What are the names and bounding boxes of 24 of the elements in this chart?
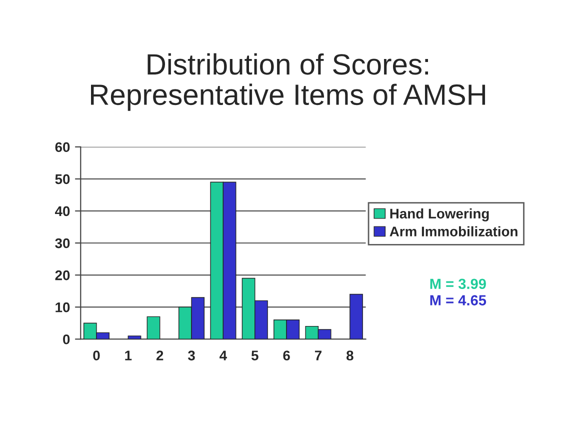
- bar: [128, 336, 142, 340]
- bar: [350, 294, 363, 340]
- y-tick-label: 40: [54, 206, 70, 216]
- x-tick-label: 6: [283, 350, 290, 360]
- y-tick-label: 60: [55, 142, 70, 152]
- legend-label: Arm Immobilization: [390, 226, 518, 236]
- legend-label: Hand Lowering: [390, 208, 489, 222]
- chart-title: Distribution of Scores: Representative Items of AMSH: [91, 53, 486, 111]
- bar: [146, 316, 160, 340]
- x-tick-label: 4: [220, 350, 227, 360]
- y-tick-label: 50: [55, 174, 70, 184]
- x-tick-label: 7: [314, 350, 322, 360]
- x-tick-label: 8: [346, 350, 354, 360]
- x-tick-label: 5: [251, 350, 258, 360]
- y-tick-label: 10: [56, 302, 70, 312]
- x-tick-label: 2: [156, 350, 164, 360]
- text: M = 3.99: [430, 278, 486, 290]
- x-tick-label: 3: [188, 350, 195, 360]
- y-tick-label: 30: [55, 238, 70, 248]
- x-tick-label: 0: [93, 350, 100, 360]
- text: M = 4.65: [430, 295, 486, 306]
- x-tick-label: 1: [125, 350, 132, 360]
- y-tick-label: 20: [55, 270, 70, 280]
- y-tick-label: 0: [63, 334, 70, 344]
